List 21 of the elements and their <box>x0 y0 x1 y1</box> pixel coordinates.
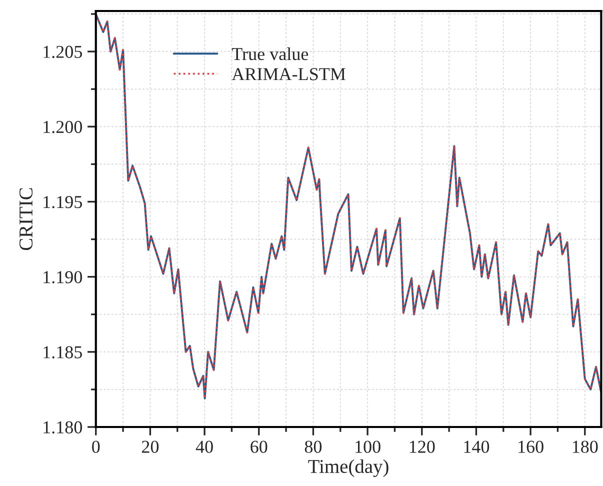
line-series <box>96 14 602 400</box>
x-tick-label: 100 <box>356 440 380 453</box>
x-tick-label: 20 <box>142 440 159 453</box>
y-tick-label: 1.185 <box>44 346 82 358</box>
x-tick-label: 40 <box>196 440 213 453</box>
y-tick-label: 1.180 <box>44 421 82 434</box>
x-axis-title: Time(day) <box>308 459 388 478</box>
y-axis-title: CRITIC <box>19 188 33 250</box>
y-tick-label: 1.205 <box>44 46 82 58</box>
x-tick-label: 180 <box>572 440 598 453</box>
x-tick-label: 80 <box>304 440 322 453</box>
legend-label: True value <box>232 47 308 60</box>
x-tick-label: 120 <box>410 440 435 453</box>
x-tick-label: 160 <box>518 440 544 453</box>
y-tick-label: 1.190 <box>44 271 82 284</box>
legend-label: ARIMA-LSTM <box>232 68 346 80</box>
x-tick-label: 140 <box>464 440 490 453</box>
y-tick-label: 1.195 <box>44 196 82 208</box>
x-tick-label: 60 <box>250 440 268 453</box>
x-tick-label: 0 <box>92 440 100 453</box>
y-tick-label: 1.200 <box>44 120 82 134</box>
